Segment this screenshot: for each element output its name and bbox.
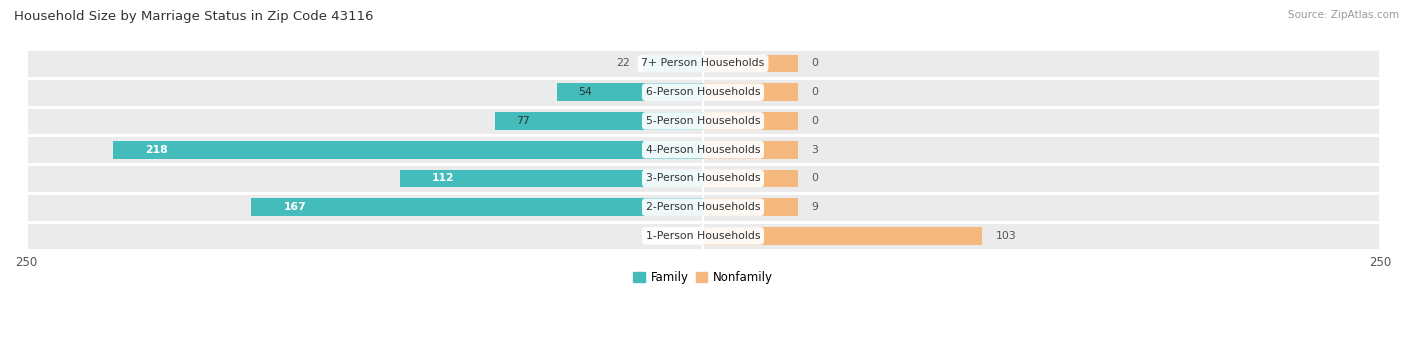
Bar <box>27 78 1379 107</box>
Bar <box>495 112 703 130</box>
Text: 112: 112 <box>432 174 456 183</box>
Text: Household Size by Marriage Status in Zip Code 43116: Household Size by Marriage Status in Zip… <box>14 10 374 23</box>
Text: 7+ Person Households: 7+ Person Households <box>641 58 765 69</box>
Bar <box>27 164 1379 193</box>
Text: 218: 218 <box>145 145 167 155</box>
Bar <box>703 55 797 72</box>
Bar <box>112 141 703 159</box>
Text: 3: 3 <box>811 145 818 155</box>
Text: 6-Person Households: 6-Person Households <box>645 87 761 97</box>
Text: 0: 0 <box>811 87 818 97</box>
Text: 4-Person Households: 4-Person Households <box>645 145 761 155</box>
Text: 9: 9 <box>811 202 818 212</box>
Text: 2-Person Households: 2-Person Households <box>645 202 761 212</box>
Legend: Family, Nonfamily: Family, Nonfamily <box>628 266 778 288</box>
Bar <box>703 169 797 187</box>
Bar <box>27 107 1379 135</box>
Text: 77: 77 <box>516 116 530 126</box>
Bar <box>644 55 703 72</box>
Text: 0: 0 <box>811 116 818 126</box>
Bar <box>250 198 703 216</box>
Bar <box>703 227 981 245</box>
Bar <box>27 222 1379 250</box>
Bar <box>703 83 797 101</box>
Bar <box>27 49 1379 78</box>
Text: 0: 0 <box>811 174 818 183</box>
Bar <box>557 83 703 101</box>
Text: 103: 103 <box>995 231 1017 241</box>
Text: 54: 54 <box>578 87 592 97</box>
Text: 0: 0 <box>811 58 818 69</box>
Text: 167: 167 <box>284 202 307 212</box>
Bar <box>27 135 1379 164</box>
Bar <box>703 112 797 130</box>
Bar <box>27 193 1379 222</box>
Bar <box>703 141 797 159</box>
Text: 3-Person Households: 3-Person Households <box>645 174 761 183</box>
Text: 22: 22 <box>616 58 630 69</box>
Bar <box>703 198 797 216</box>
Text: Source: ZipAtlas.com: Source: ZipAtlas.com <box>1288 10 1399 20</box>
Bar <box>399 169 703 187</box>
Text: 1-Person Households: 1-Person Households <box>645 231 761 241</box>
Text: 5-Person Households: 5-Person Households <box>645 116 761 126</box>
